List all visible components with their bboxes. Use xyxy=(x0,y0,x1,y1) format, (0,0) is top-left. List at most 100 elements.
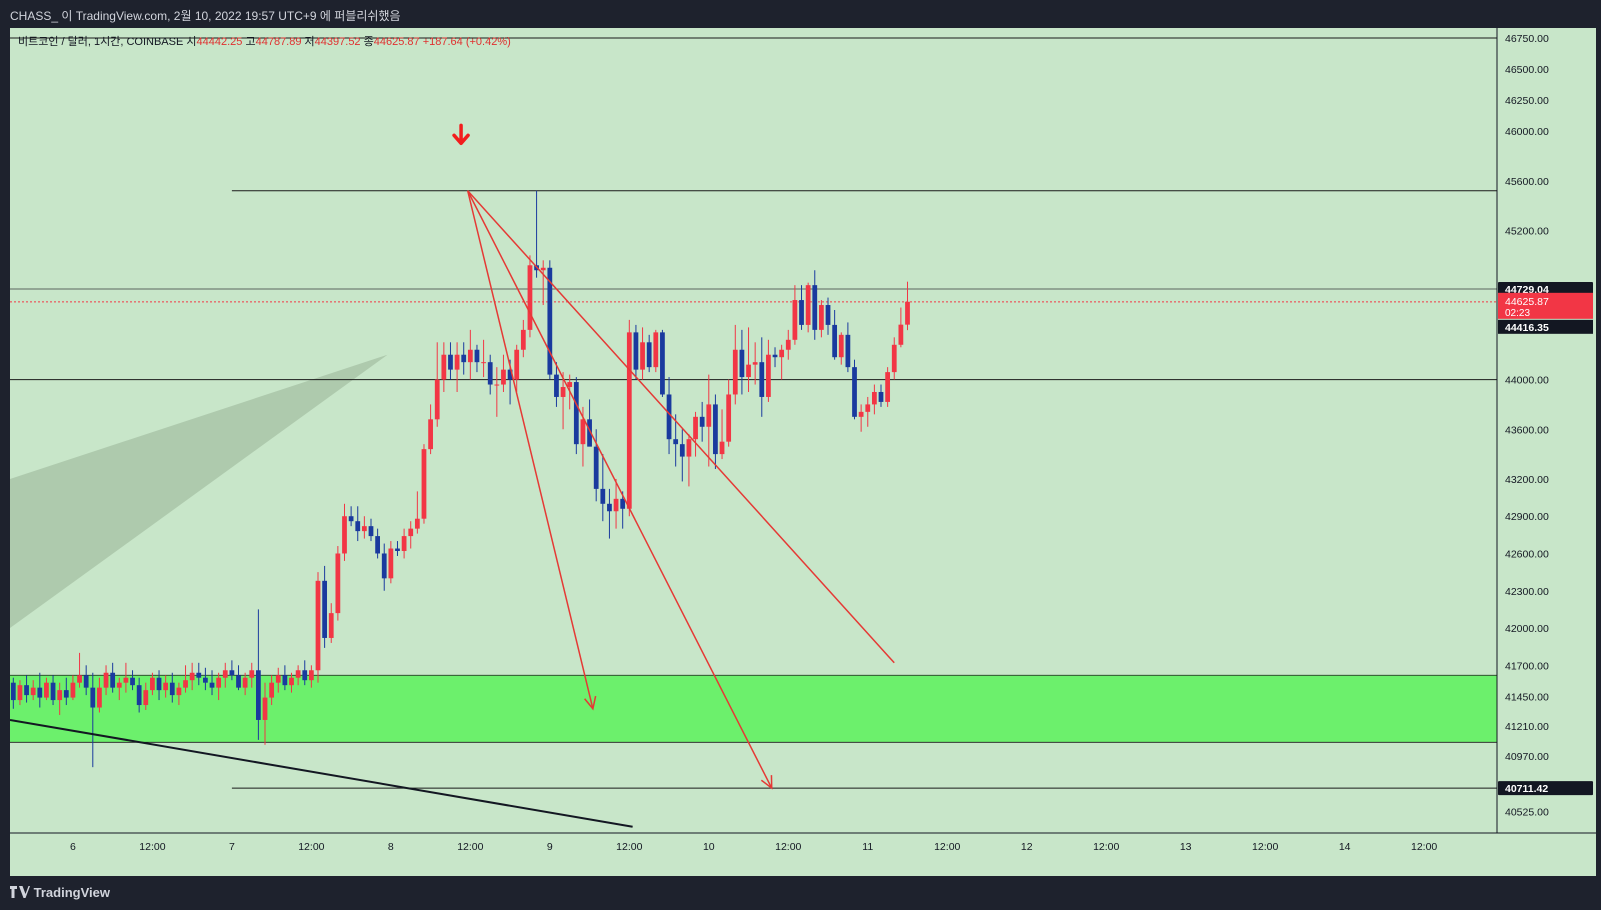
low-price-badge-bg xyxy=(1498,319,1593,334)
time-axis-panel xyxy=(10,833,1596,876)
low-price-badge: 44416.35 xyxy=(1505,322,1549,334)
price-tick-label: 45200.00 xyxy=(1505,225,1549,237)
publish-info-text: CHASS_ 이 TradingView.com, 2월 10, 2022 19… xyxy=(10,9,401,23)
candle-body xyxy=(10,682,16,701)
high-label: 고 xyxy=(245,36,256,48)
price-tick-label: 42600.00 xyxy=(1505,548,1549,560)
tradingview-brand[interactable]: TradingView xyxy=(10,885,110,900)
candle-body xyxy=(77,675,82,683)
candle-body xyxy=(103,672,109,688)
chart-pane[interactable]: 40525.00 40970.00 41210.00 41450.00 41700.00… xyxy=(10,28,1596,876)
time-tick-label: 12:00 xyxy=(934,841,960,853)
candle-body xyxy=(434,379,440,420)
candle-body xyxy=(812,285,818,330)
price-tick-label: 42300.00 xyxy=(1505,586,1549,598)
candle-body xyxy=(289,677,294,686)
candle-body xyxy=(607,503,612,512)
price-tick-label: 42000.00 xyxy=(1505,623,1549,635)
candle-body xyxy=(123,677,129,683)
candle-body xyxy=(713,404,718,455)
candle-body xyxy=(467,349,473,363)
candle-body xyxy=(315,580,321,671)
time-tick-label: 12:00 xyxy=(457,841,483,853)
candle-body xyxy=(30,687,36,696)
time-tick-label: 12:00 xyxy=(1252,841,1278,853)
candle-body xyxy=(355,521,361,532)
close-label: 종 xyxy=(363,36,374,48)
candle-body xyxy=(408,528,414,537)
time-tick-label: 13 xyxy=(1180,841,1192,853)
candle-body xyxy=(136,685,142,706)
candle-body xyxy=(282,675,288,686)
candle-body xyxy=(726,394,732,442)
price-tick-label: 44000.00 xyxy=(1505,375,1549,387)
candle-body xyxy=(799,300,804,325)
time-tick-label: 10 xyxy=(703,841,715,853)
price-tick-label: 43600.00 xyxy=(1505,424,1549,436)
high-price-badge-bg xyxy=(1498,281,1593,296)
time-tick-label: 9 xyxy=(547,841,553,853)
candle-body xyxy=(421,449,427,519)
price-tick-label: 41450.00 xyxy=(1505,691,1549,703)
price-chart[interactable]: 40525.00 40970.00 41210.00 41450.00 41700.00… xyxy=(10,28,1596,876)
candle-body xyxy=(626,332,632,509)
candle-body xyxy=(229,670,235,676)
candle-body xyxy=(269,682,275,698)
candle-body xyxy=(209,682,215,688)
candle-body xyxy=(679,444,685,457)
price-tick-label: 41700.00 xyxy=(1505,660,1549,672)
support-zone xyxy=(10,675,1497,743)
candle-body xyxy=(573,382,579,445)
candle-body xyxy=(759,362,765,397)
footer-brand-text: TradingView xyxy=(33,885,110,900)
candle-body xyxy=(547,267,553,375)
candle-body xyxy=(308,670,314,681)
candle-body xyxy=(428,419,433,450)
candle-body xyxy=(785,339,791,350)
candle-body xyxy=(461,354,467,363)
price-tick-label: 41210.00 xyxy=(1505,721,1549,733)
price-tick-label: 40525.00 xyxy=(1505,806,1549,818)
candle-body xyxy=(302,670,308,681)
candle-body xyxy=(143,690,149,706)
last-price-badge-bg xyxy=(1498,292,1593,319)
price-tick-label: 40970.00 xyxy=(1505,751,1549,763)
candle-body xyxy=(236,675,241,688)
candle-body xyxy=(891,344,897,373)
candle-body xyxy=(116,682,122,688)
candle-body xyxy=(342,516,347,554)
candle-body xyxy=(176,687,182,696)
time-tick-label: 12:00 xyxy=(139,841,165,853)
candle-body xyxy=(686,439,692,457)
price-tick-label: 46250.00 xyxy=(1505,95,1549,107)
time-tick-label: 12:00 xyxy=(1093,841,1119,853)
candle-body xyxy=(487,362,493,385)
candle-body xyxy=(50,682,56,701)
low-label: 저 xyxy=(304,36,315,48)
open-value: 44442.25 xyxy=(196,36,243,48)
candle-body xyxy=(554,374,559,397)
candle-body xyxy=(448,354,453,370)
candle-body xyxy=(196,672,202,678)
candle-body xyxy=(640,342,645,370)
candle-body xyxy=(633,332,639,370)
candle-body xyxy=(560,387,566,397)
candle-body xyxy=(613,498,619,512)
candle-body xyxy=(441,354,447,380)
countdown-timer: 02:23 xyxy=(1505,308,1530,319)
candle-body xyxy=(666,394,672,440)
candle-body xyxy=(368,526,374,537)
candle-body xyxy=(832,324,838,358)
candle-body xyxy=(474,349,480,363)
candle-body xyxy=(494,384,500,386)
candle-body xyxy=(779,349,785,358)
candle-body xyxy=(395,548,400,552)
candle-body xyxy=(507,369,513,380)
candle-body xyxy=(57,690,63,701)
price-tick-label: 46750.00 xyxy=(1505,33,1549,45)
candle-body xyxy=(63,690,69,698)
projection-arrowhead xyxy=(584,695,597,711)
candle-body xyxy=(587,419,592,447)
candle-body xyxy=(90,687,96,708)
projection-trendline xyxy=(466,190,594,709)
